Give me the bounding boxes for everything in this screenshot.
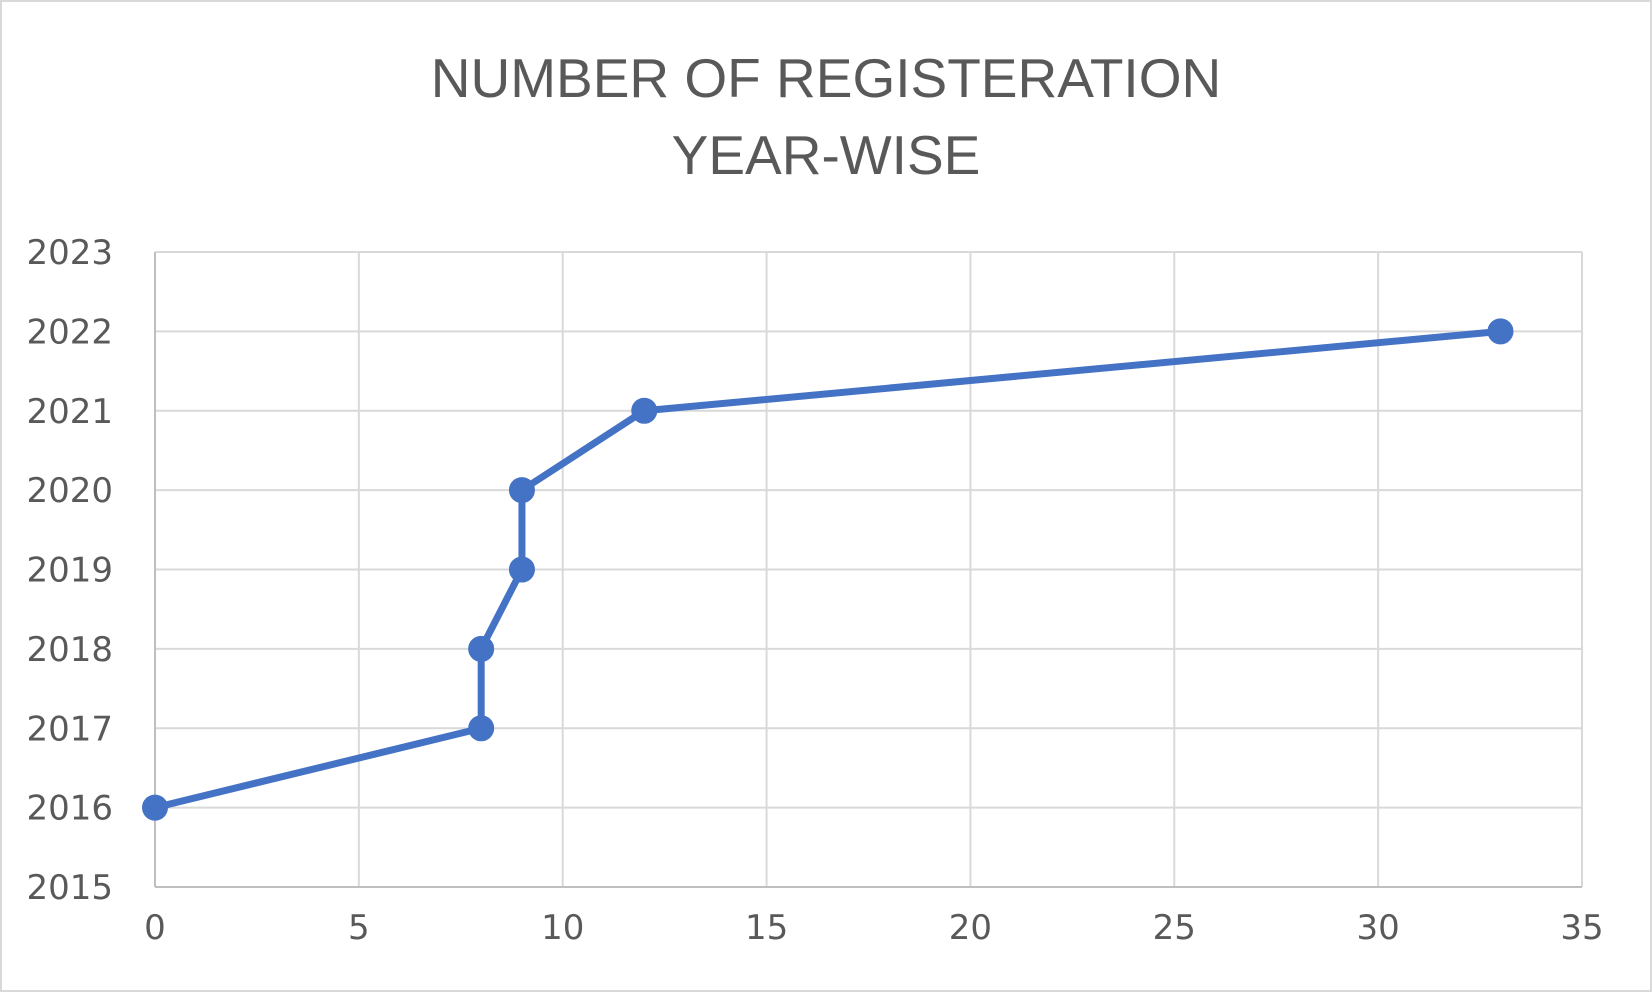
y-tick-label: 2016 (26, 789, 113, 829)
chart-title-line-2: YEAR-WISE (671, 124, 981, 186)
chart-title-line-1: NUMBER OF REGISTERATION (430, 47, 1222, 109)
y-tick-label: 2023 (26, 233, 113, 273)
data-point (508, 477, 535, 504)
data-point (468, 635, 495, 662)
y-tick-label: 2015 (26, 868, 113, 908)
y-tick-label: 2021 (26, 392, 113, 432)
x-tick-label: 35 (1560, 908, 1603, 948)
y-tick-label: 2018 (26, 630, 113, 670)
data-point (631, 397, 658, 424)
y-tick-label: 2019 (26, 551, 113, 591)
x-tick-label: 10 (541, 908, 584, 948)
data-point (508, 556, 535, 583)
x-tick-label: 25 (1153, 908, 1196, 948)
y-tick-label: 2017 (26, 709, 113, 749)
x-tick-label: 5 (348, 908, 370, 948)
data-point (468, 715, 495, 742)
x-tick-label: 20 (949, 908, 992, 948)
x-tick-label: 0 (144, 908, 166, 948)
chart-title: NUMBER OF REGISTERATION YEAR-WISE (2, 40, 1650, 194)
y-tick-label: 2020 (26, 471, 113, 511)
x-tick-label: 15 (745, 908, 788, 948)
x-tick-label: 30 (1357, 908, 1400, 948)
data-point (142, 794, 168, 821)
y-tick-label: 2022 (26, 312, 113, 352)
data-point (1487, 318, 1514, 345)
